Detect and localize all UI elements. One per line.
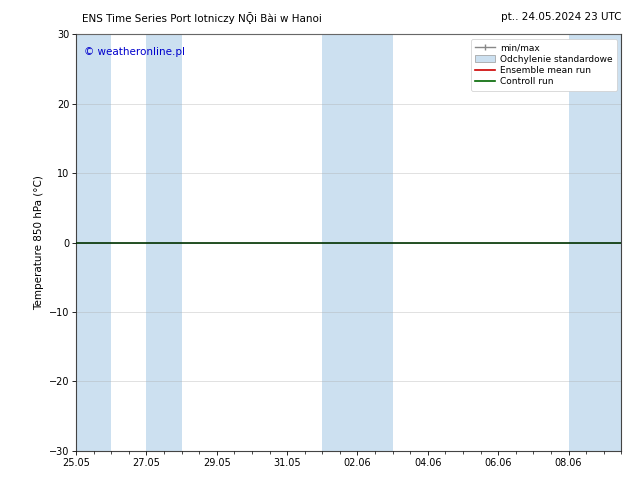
Bar <box>569 34 621 451</box>
Text: pt.. 24.05.2024 23 UTC: pt.. 24.05.2024 23 UTC <box>501 12 621 22</box>
Bar <box>76 34 111 451</box>
Y-axis label: Temperature 850 hPa (°C): Temperature 850 hPa (°C) <box>34 175 44 310</box>
Text: © weatheronline.pl: © weatheronline.pl <box>84 47 185 57</box>
Bar <box>146 34 181 451</box>
Text: ENS Time Series Port lotniczy NǬi Bài w Hanoi: ENS Time Series Port lotniczy NǬi Bài w … <box>82 12 322 24</box>
Legend: min/max, Odchylenie standardowe, Ensemble mean run, Controll run: min/max, Odchylenie standardowe, Ensembl… <box>471 39 617 91</box>
Bar <box>322 34 392 451</box>
